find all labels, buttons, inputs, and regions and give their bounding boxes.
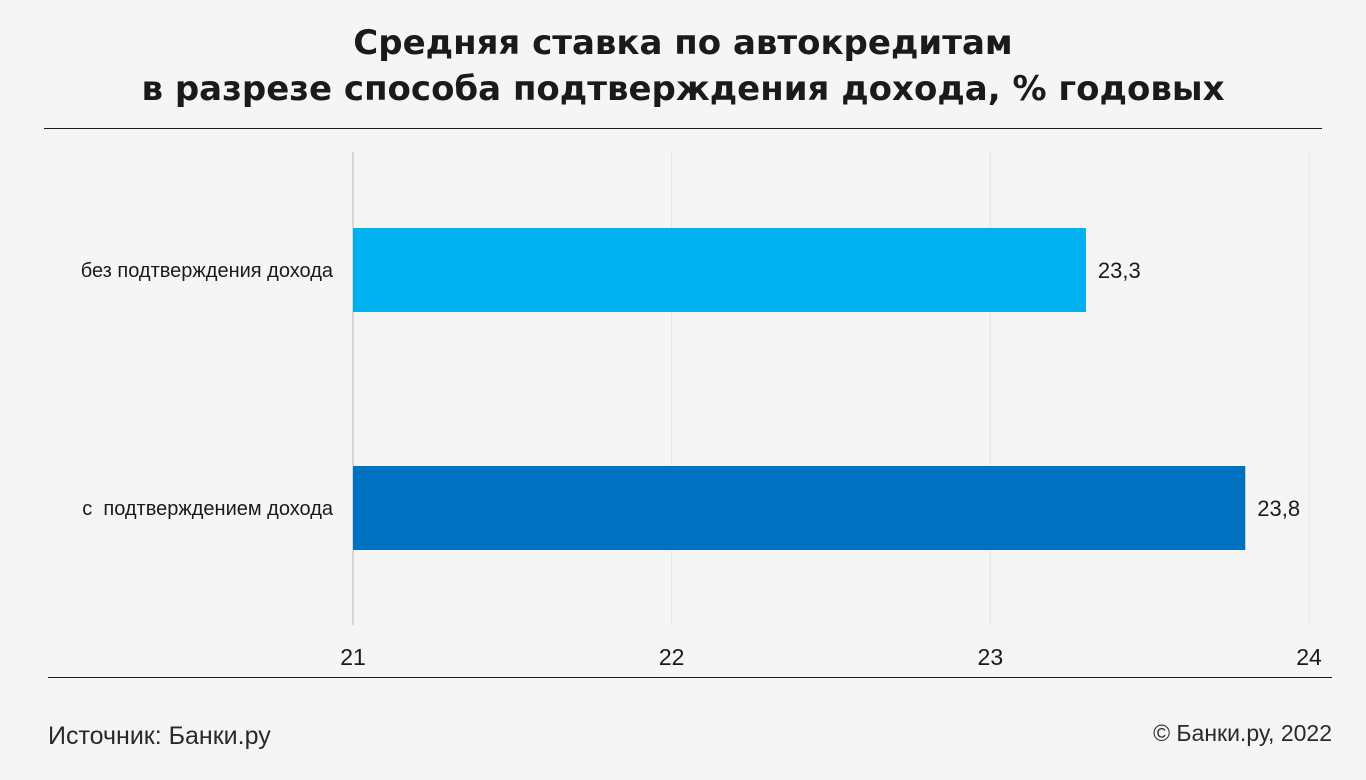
x-tick-label-22: 22: [659, 644, 685, 670]
chart-title: Средняя ставка по автокредитам в разрезе…: [0, 20, 1366, 112]
footer-divider: [48, 677, 1332, 678]
title-divider: [44, 128, 1322, 129]
chart-title-line-1: Средняя ставка по автокредитам: [353, 23, 1013, 63]
bar-2: [353, 466, 1246, 550]
x-tick-label-24: 24: [1296, 644, 1322, 670]
bar-1: [353, 228, 1086, 312]
value-label-1: 23,3: [1098, 258, 1141, 283]
source-note: Источник: Банки.ру: [48, 722, 271, 750]
category-label-1: без подтверждения дохода: [81, 260, 334, 282]
bar-chart: 21 22 23 24 без подтверждения дохода 23,3 с по…: [81, 152, 1322, 670]
value-label-2: 23,8: [1257, 496, 1300, 521]
chart-title-line-2: в разрезе способа подтверждения дохода, …: [141, 69, 1225, 109]
category-label-2: с подтверждением дохода: [82, 498, 334, 520]
copyright-note: © Банки.ру, 2022: [1153, 720, 1332, 746]
x-tick-label-21: 21: [340, 644, 366, 670]
x-tick-label-23: 23: [978, 644, 1004, 670]
